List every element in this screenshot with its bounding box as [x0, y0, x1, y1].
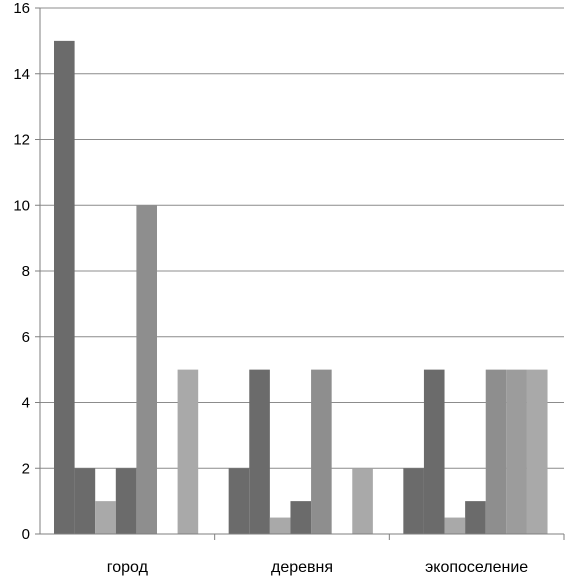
y-tick-label: 16: [13, 0, 30, 17]
y-tick-label: 0: [22, 526, 30, 543]
gridlines: [40, 7, 564, 469]
bar: [290, 501, 312, 534]
bar: [311, 369, 332, 534]
bar: [249, 369, 270, 534]
y-tick-label: 14: [13, 66, 30, 83]
x-tick-label: город: [107, 559, 149, 576]
bar: [465, 501, 486, 534]
bar: [115, 468, 137, 534]
bar: [423, 369, 445, 534]
x-tick-labels: город деревня экопоселение: [107, 559, 529, 576]
x-tick-label: экопоселение: [425, 559, 528, 576]
axes: [35, 7, 565, 540]
bar: [95, 501, 116, 534]
y-tick-label: 12: [13, 132, 30, 149]
y-tick-labels: 0 2 4 6 8 10 12 14 16: [13, 0, 30, 543]
y-tick-label: 8: [22, 263, 30, 280]
bar: [136, 205, 157, 534]
bar: [54, 40, 75, 534]
bar: [444, 517, 466, 534]
y-tick-label: 2: [22, 460, 30, 477]
y-tick-label: 6: [22, 329, 30, 346]
bar: [403, 468, 424, 534]
bar: [526, 369, 548, 534]
bar: [269, 517, 291, 534]
bars: [54, 40, 548, 534]
bar: [485, 369, 507, 534]
bar: [74, 468, 96, 534]
bar: [352, 468, 373, 534]
bar: [228, 468, 250, 534]
bar: [506, 369, 527, 534]
y-tick-label: 10: [13, 197, 30, 214]
x-tick-label: деревня: [271, 559, 333, 576]
bar: [177, 369, 199, 534]
y-tick-label: 4: [22, 395, 30, 412]
